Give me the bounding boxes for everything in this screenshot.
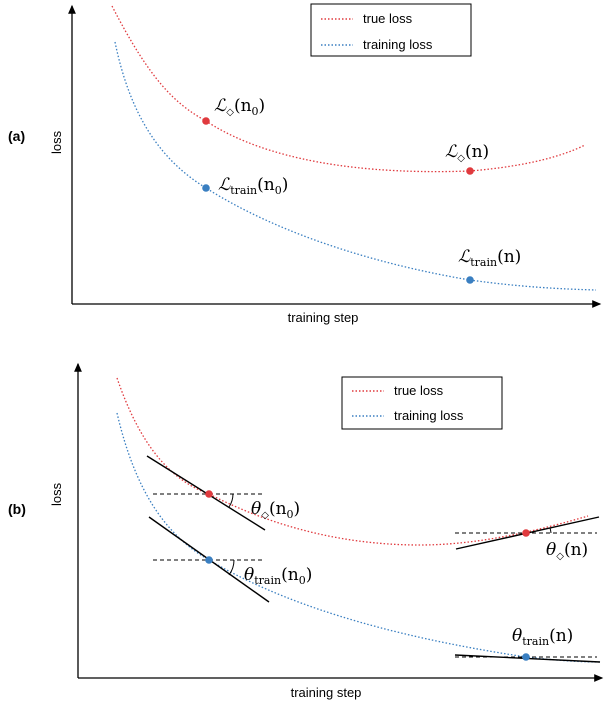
legend-b-true-loss-label: true loss: [394, 383, 444, 398]
panel-b-true-loss-n-point: [522, 529, 530, 537]
panel-b: (b) loss training step true loss trainin…: [8, 362, 604, 700]
panel-a-legend: [310, 3, 472, 57]
panel-a-training-loss-n0-point: [202, 184, 210, 192]
panel-a-xlabel: training step: [288, 310, 359, 325]
panel-b-training-loss-n0-point: [205, 556, 213, 564]
label-training-loss-n0: ℒtrain(n0): [218, 175, 288, 197]
label-theta-true-n: θ◇(n): [546, 540, 588, 562]
label-true-loss-n: ℒ◇(n): [445, 142, 489, 164]
label-theta-true-n0: θ◇(n0): [251, 499, 300, 521]
panel-a: (a) loss training step true loss trainin…: [8, 3, 602, 325]
panel-b-training-loss-curve: [116, 412, 601, 663]
angle-arc-true-n0: [228, 493, 234, 508]
angle-arc-true-n: [549, 527, 552, 534]
label-training-loss-n: ℒtrain(n): [458, 247, 521, 269]
panel-a-true-loss-n-point: [466, 167, 474, 175]
panel-a-ylabel: loss: [49, 130, 64, 154]
panel-a-true-loss-n0-point: [202, 117, 210, 125]
legend-true-loss-label: true loss: [363, 11, 413, 26]
panel-a-training-loss-n-point: [466, 276, 474, 284]
label-theta-train-n0: θtrain(n0): [244, 565, 312, 587]
legend-b-training-loss-label: training loss: [394, 408, 464, 423]
panel-a-training-loss-curve: [114, 41, 597, 291]
panel-b-tag: (b): [8, 501, 26, 517]
panel-b-training-loss-n-point: [522, 653, 530, 661]
label-true-loss-n0: ℒ◇(n0): [214, 96, 265, 118]
angle-arc-train-n0: [228, 559, 235, 576]
panel-b-true-loss-n0-point: [205, 490, 213, 498]
legend-training-loss-label: training loss: [363, 37, 433, 52]
panel-b-xlabel: training step: [291, 685, 362, 700]
label-theta-train-n: θtrain(n): [512, 626, 573, 648]
panel-b-legend: [341, 376, 503, 430]
panel-a-tag: (a): [8, 128, 25, 144]
panel-b-ylabel: loss: [49, 482, 64, 506]
